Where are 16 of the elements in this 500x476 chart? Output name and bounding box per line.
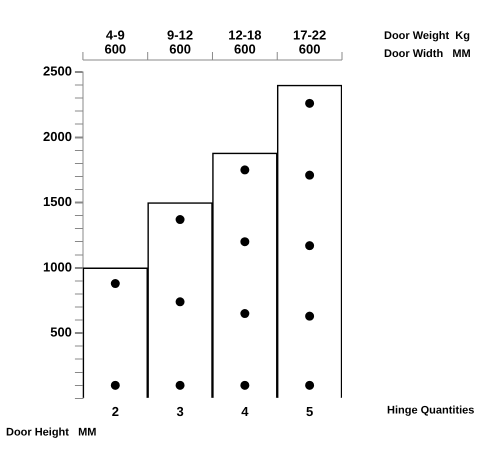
- text: Door Weight Kg Door Width MM: [384, 30, 471, 60]
- text: 9-12 600: [167, 28, 194, 57]
- y-axis-title: Door Height MM: [6, 426, 96, 438]
- x-tick-label: 2: [112, 404, 119, 419]
- y-tick-label: 1000: [43, 259, 72, 274]
- text: 4-9 600: [104, 28, 126, 57]
- text: 12-18 600: [228, 28, 262, 57]
- y-tick-label: 2000: [43, 128, 72, 144]
- x-axis-title: Hinge Quantities: [387, 404, 474, 416]
- y-tick-label: 1500: [43, 194, 72, 210]
- y-tick-label: 500: [50, 324, 72, 340]
- x-tick-label: 4: [241, 404, 250, 419]
- text: 17-22 600: [292, 28, 326, 57]
- x-tick-label: 5: [306, 404, 314, 419]
- y-tick-label: 2500: [43, 64, 72, 79]
- x-tick-label: 3: [176, 404, 184, 419]
